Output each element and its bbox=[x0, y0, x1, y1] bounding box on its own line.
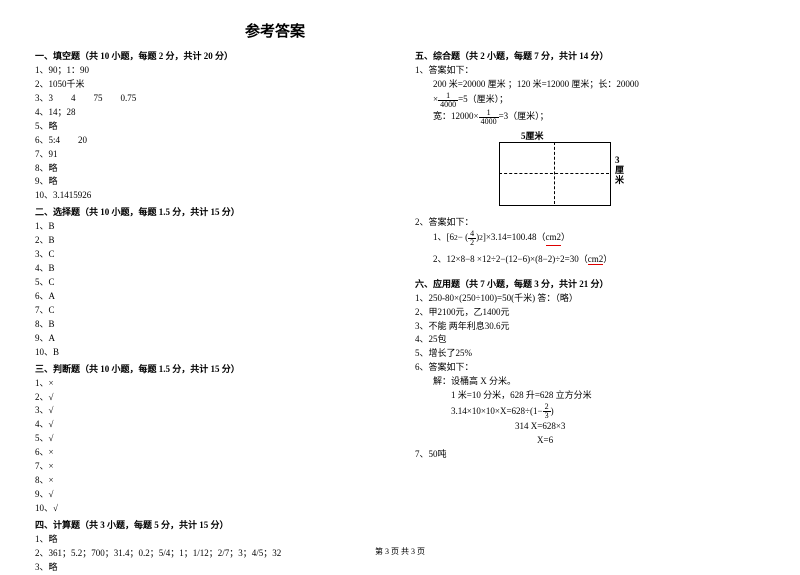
section-1-head: 一、填空题（共 10 小题，每题 2 分，共计 20 分） bbox=[35, 50, 385, 64]
s5-a2-1-pre: 1、 bbox=[433, 231, 447, 245]
s3-a2: 2、√ bbox=[35, 391, 385, 405]
section-6-head: 六、应用题（共 7 小题，每题 3 分，共计 21 分） bbox=[415, 278, 765, 292]
s6-a6-l2: 1 米=10 分米，628 升=628 立方分米 bbox=[451, 389, 765, 403]
s3-a5: 5、√ bbox=[35, 432, 385, 446]
section-5-head: 五、综合题（共 2 小题，每题 7 分，共计 14 分） bbox=[415, 50, 765, 64]
fraction-icon: 1 4000 bbox=[479, 109, 499, 126]
s4-a1: 1、略 bbox=[35, 533, 385, 547]
s2-a6: 6、A bbox=[35, 290, 385, 304]
section-4-head: 四、计算题（共 3 小题，每题 5 分，共计 15 分） bbox=[35, 519, 385, 533]
s1-a3: 3、3 4 75 0.75 bbox=[35, 92, 385, 106]
s6-a6-l5: X=6 bbox=[537, 434, 765, 448]
s2-a3: 3、C bbox=[35, 248, 385, 262]
fraction-icon: 4 2 bbox=[468, 230, 476, 247]
s1-a6: 6、5:4 20 bbox=[35, 134, 385, 148]
s6-a6-l3-pre: 3.14×10×10×X=628÷(1− bbox=[451, 405, 543, 419]
frac-den: 4000 bbox=[479, 118, 499, 126]
left-column: 一、填空题（共 10 小题，每题 2 分，共计 20 分） 1、90；1：90 … bbox=[35, 47, 385, 575]
s2-a5: 5、C bbox=[35, 276, 385, 290]
frac-den: 4000 bbox=[438, 101, 458, 109]
content-columns: 一、填空题（共 10 小题，每题 2 分，共计 20 分） 1、90；1：90 … bbox=[35, 47, 765, 575]
s6-a7: 7、50吨 bbox=[415, 448, 765, 462]
frac-den: 2 bbox=[468, 239, 476, 247]
rect-dash-v bbox=[554, 142, 555, 204]
s6-a6: 6、答案如下： bbox=[415, 361, 765, 375]
s1-a8: 8、略 bbox=[35, 162, 385, 176]
rect-right-a: 3 bbox=[615, 155, 620, 165]
s5-a1-line3-a: 宽：12000× bbox=[433, 110, 479, 124]
s6-a6-l3-post: ) bbox=[551, 405, 554, 419]
s2-a2: 2、B bbox=[35, 234, 385, 248]
s6-a6-l1: 解：设桶高 X 分米。 bbox=[433, 375, 765, 389]
s3-a9: 9、√ bbox=[35, 488, 385, 502]
s5-a2-2-paren: ） bbox=[603, 254, 612, 264]
rect-shape bbox=[499, 142, 611, 206]
page-title: 参考答案 bbox=[125, 20, 425, 41]
frac-den: 3 bbox=[543, 412, 551, 420]
s5-a2-2-text: 2、12×8−8 ×12÷2−(12−6)×(8−2)÷2=30（ bbox=[433, 254, 588, 264]
s3-a6: 6、× bbox=[35, 446, 385, 460]
s5-a1-line3: 宽：12000× 1 4000 =3（厘米）； bbox=[433, 109, 765, 126]
s6-a5: 5、增长了25% bbox=[415, 347, 765, 361]
s5-a2-1-bracket: ]× bbox=[483, 231, 491, 245]
section-2-head: 二、选择题（共 10 小题，每题 1.5 分，共计 15 分） bbox=[35, 206, 385, 220]
s6-a2: 2、甲2100元，乙1400元 bbox=[415, 306, 765, 320]
s2-a8: 8、B bbox=[35, 318, 385, 332]
s6-a4: 4、25包 bbox=[415, 333, 765, 347]
rect-right-label: 3 厘 米 bbox=[615, 156, 629, 186]
s5-a2-1-end: 3.14=100.48（ bbox=[491, 231, 546, 245]
right-column: 五、综合题（共 2 小题，每题 7 分，共计 14 分） 1、答案如下： 200… bbox=[415, 47, 765, 575]
s5-a1-line1: 200 米=20000 厘米 ；120 米=12000 厘米；长：20000 bbox=[433, 78, 765, 92]
cm2-unit: cm2 bbox=[588, 254, 604, 265]
s5-a2-formula2: 2、12×8−8 ×12÷2−(12−6)×(8−2)÷2=30（cm2） bbox=[433, 253, 765, 267]
rect-right-c: 米 bbox=[615, 175, 624, 185]
s5-a2-1-open: [6 bbox=[447, 231, 455, 245]
s3-a1: 1、× bbox=[35, 377, 385, 391]
s1-a4: 4、14；28 bbox=[35, 106, 385, 120]
s1-a5: 5、略 bbox=[35, 120, 385, 134]
s1-a1: 1、90；1：90 bbox=[35, 64, 385, 78]
s5-a1-line3-b: =3（厘米）； bbox=[499, 110, 549, 124]
s5-a2-1-mid: − ( bbox=[458, 231, 468, 245]
s5-a2-formula1: 1、 [62 − ( 4 2 )2 ]× 3.14=100.48（cm2） bbox=[433, 230, 765, 247]
s5-a1-line2-post: =5（厘米）； bbox=[458, 93, 508, 107]
s5-a1: 1、答案如下： bbox=[415, 64, 765, 78]
s1-a2: 2、1050千米 bbox=[35, 78, 385, 92]
s6-a1: 1、250-80×(250÷100)=50(千米) 答：（略） bbox=[415, 292, 765, 306]
s5-a1-line2: × 1 4000 =5（厘米）； bbox=[433, 92, 765, 109]
s4-a3: 3、略 bbox=[35, 561, 385, 575]
page-footer: 第 3 页 共 3 页 bbox=[0, 546, 800, 557]
rectangle-diagram: 5厘米 3 厘 米 bbox=[495, 132, 625, 210]
s1-a10: 10、3.1415926 bbox=[35, 189, 385, 203]
s3-a10: 10、√ bbox=[35, 502, 385, 516]
rect-right-b: 厘 bbox=[615, 165, 624, 175]
s2-a10: 10、B bbox=[35, 346, 385, 360]
s2-a7: 7、C bbox=[35, 304, 385, 318]
s1-a9: 9、略 bbox=[35, 175, 385, 189]
s6-a3: 3、不能 两年利息30.6元 bbox=[415, 320, 765, 334]
s3-a7: 7、× bbox=[35, 460, 385, 474]
s3-a3: 3、√ bbox=[35, 404, 385, 418]
s5-a2-1-paren: ） bbox=[561, 231, 570, 245]
s6-a6-l3: 3.14×10×10×X=628÷(1− 2 3 ) bbox=[451, 403, 765, 420]
section-3-head: 三、判断题（共 10 小题，每题 1.5 分，共计 15 分） bbox=[35, 363, 385, 377]
s3-a4: 4、√ bbox=[35, 418, 385, 432]
s2-a1: 1、B bbox=[35, 220, 385, 234]
fraction-icon: 2 3 bbox=[543, 403, 551, 420]
s5-a2: 2、答案如下： bbox=[415, 216, 765, 230]
s2-a9: 9、A bbox=[35, 332, 385, 346]
s6-a6-l4: 314 X=628×3 bbox=[515, 420, 765, 434]
s3-a8: 8、× bbox=[35, 474, 385, 488]
cm2-unit: cm2 bbox=[546, 231, 562, 246]
s1-a7: 7、91 bbox=[35, 148, 385, 162]
s2-a4: 4、B bbox=[35, 262, 385, 276]
fraction-icon: 1 4000 bbox=[438, 92, 458, 109]
